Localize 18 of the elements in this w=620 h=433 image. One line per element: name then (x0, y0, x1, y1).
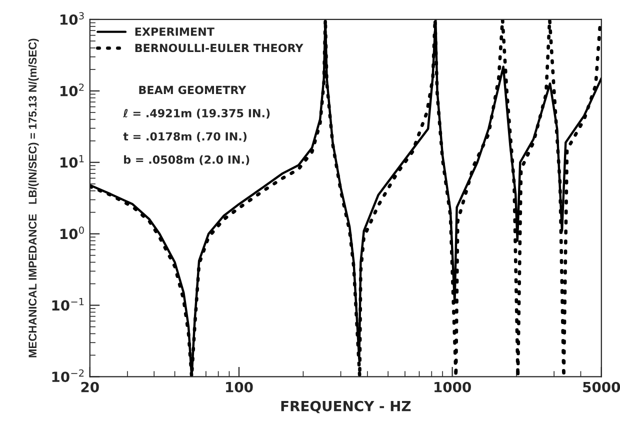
y-tick-label: 10$^{2}$ (60, 84, 84, 96)
annotation: BEAM GEOMETRY (139, 86, 246, 94)
y-tick-label: 10$^{−1}$ (52, 298, 84, 311)
legend-label: BERNOULLI-EULER THEORY (135, 44, 304, 52)
x-tick-label: 5000 (583, 382, 620, 392)
x-axis-title: FREQUENCY - HZ (281, 400, 411, 414)
x-tick-label: 1000 (434, 382, 471, 392)
annotation: ℓ = .4921m (19.375 IN.) (122, 108, 270, 119)
annotation: t = .0178m (.70 IN.) (123, 132, 247, 142)
annotation: b = .0508m (2.0 IN.) (124, 155, 250, 166)
y-tick-label: 10$^{0}$ (60, 226, 84, 240)
y-tick-label: 10$^{1}$ (60, 155, 84, 168)
x-tick-label: 20 (81, 382, 99, 392)
x-tick-label: 100 (226, 382, 253, 392)
y-tick-label: 10$^{−2}$ (52, 369, 84, 382)
y-tick-label: 10$^{3}$ (60, 12, 84, 25)
legend-label: EXPERIMENT (135, 28, 214, 36)
y-axis-title: MECHANICAL IMPEDANCE LB/(IN/SEC) = 175.13 N/(m/SEC) (28, 38, 39, 358)
